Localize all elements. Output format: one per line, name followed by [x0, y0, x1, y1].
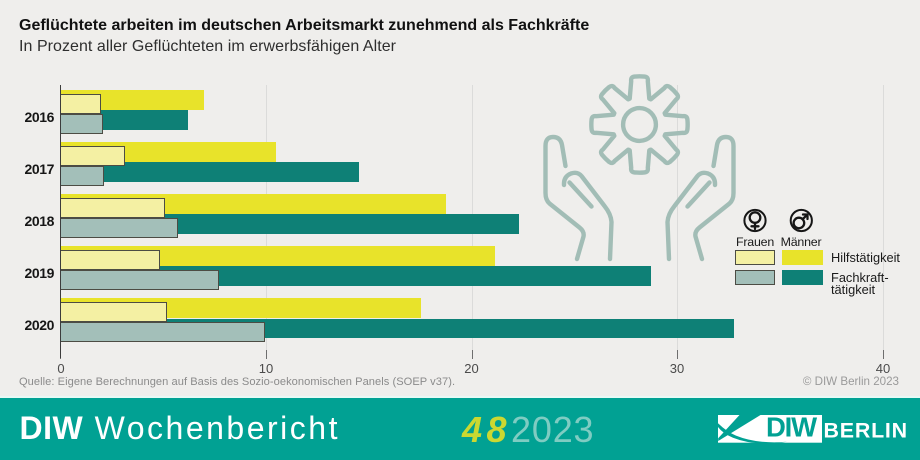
- svg-text:DIW: DIW: [766, 412, 817, 443]
- svg-text:BERLIN: BERLIN: [824, 418, 908, 442]
